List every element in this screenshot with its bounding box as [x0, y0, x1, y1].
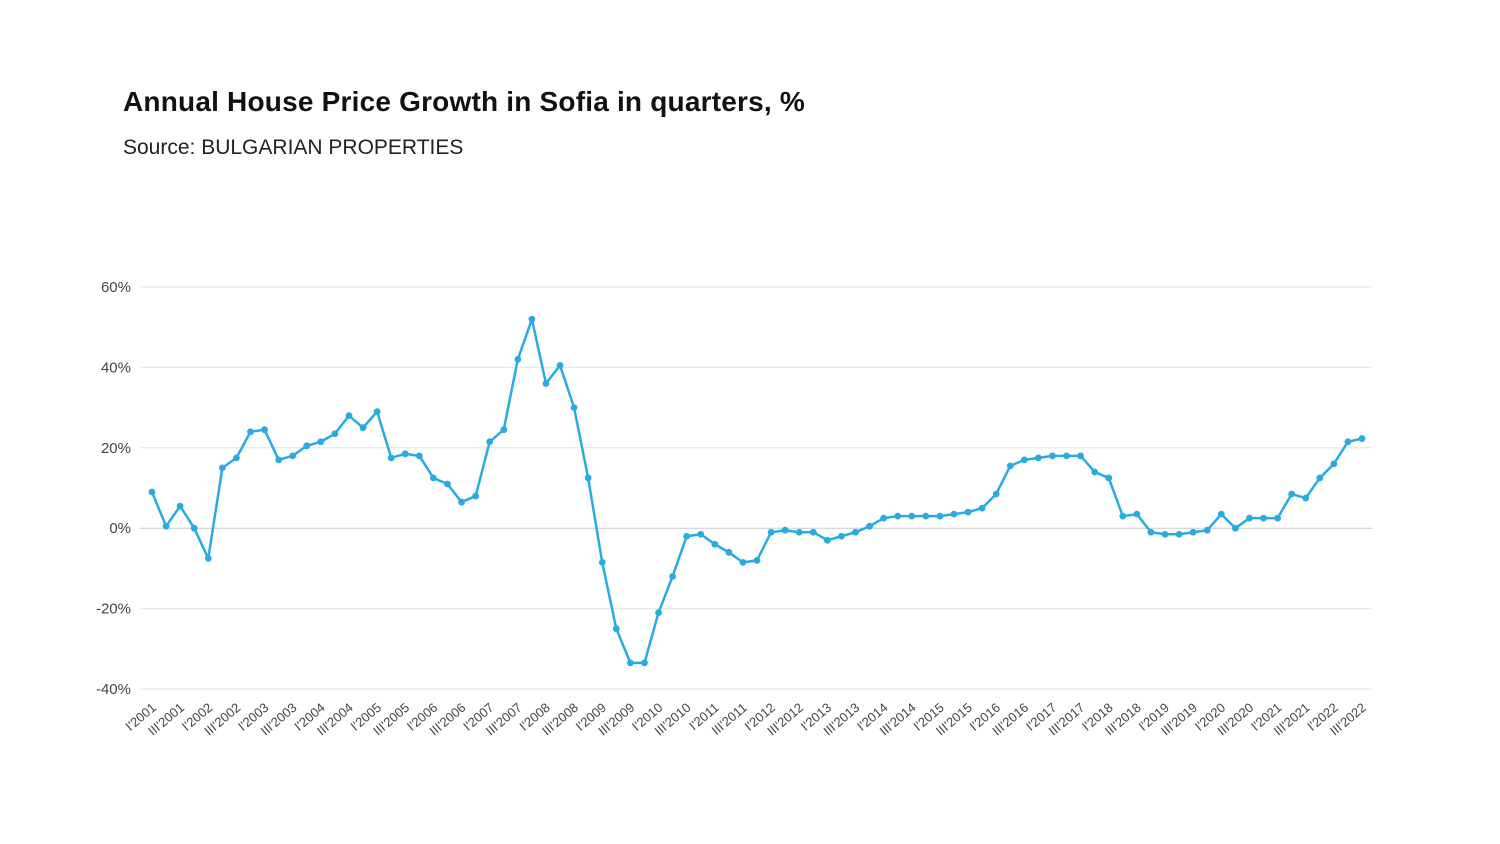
data-point [922, 512, 930, 520]
data-point [1091, 468, 1099, 476]
data-point [1077, 452, 1085, 460]
y-tick-label: 60% [101, 279, 131, 296]
data-point [514, 355, 522, 363]
data-point [978, 504, 986, 512]
y-tick-label: -40% [96, 681, 131, 698]
data-point [345, 412, 353, 420]
data-point [894, 512, 902, 520]
data-point [261, 426, 268, 434]
data-point [148, 488, 156, 496]
data-point [1203, 526, 1211, 534]
data-point [1020, 456, 1028, 464]
y-tick-label: 0% [109, 520, 131, 537]
data-point [1034, 454, 1042, 462]
data-point [908, 512, 916, 520]
y-tick-label: 40% [101, 359, 131, 376]
data-point [401, 450, 409, 458]
data-point [936, 512, 944, 520]
data-point [1189, 528, 1197, 536]
data-point [655, 609, 662, 617]
data-point [781, 526, 789, 534]
data-point [1119, 512, 1127, 520]
data-point [626, 659, 634, 667]
chart-title: Annual House Price Growth in Sofia in qu… [123, 86, 805, 117]
data-point [1316, 474, 1324, 482]
data-point [542, 380, 550, 387]
data-point [1049, 452, 1056, 460]
data-point [444, 480, 451, 488]
data-point [1344, 438, 1352, 446]
data-point [1133, 510, 1141, 518]
data-point [683, 532, 691, 540]
data-point [1175, 530, 1183, 538]
data-point [570, 404, 578, 411]
data-point [1330, 460, 1338, 468]
data-point [303, 442, 311, 450]
data-point [1063, 452, 1070, 460]
data-point [1161, 530, 1169, 538]
data-point [767, 528, 775, 536]
data-point [725, 548, 733, 556]
data-point [387, 454, 395, 462]
data-point [669, 573, 676, 580]
data-point [584, 474, 592, 482]
data-point [176, 502, 184, 510]
data-point [162, 522, 170, 530]
data-point [598, 558, 606, 566]
data-point [739, 558, 747, 566]
data-point [190, 524, 198, 532]
data-point [880, 514, 888, 522]
data-point [1105, 474, 1113, 482]
data-point [204, 554, 212, 562]
data-point [964, 508, 972, 516]
data-point [1288, 490, 1296, 498]
data-point [233, 454, 240, 462]
data-point [697, 530, 705, 538]
data-point [992, 490, 1000, 498]
data-point [1147, 528, 1155, 536]
data-point [289, 452, 297, 460]
data-point [1260, 514, 1267, 522]
series-line [150, 317, 1364, 665]
data-point [359, 424, 367, 432]
data-point [247, 428, 254, 436]
data-point [711, 540, 719, 548]
data-point [1358, 435, 1366, 442]
data-point [641, 659, 648, 667]
data-point [838, 532, 845, 540]
data-point [1302, 494, 1310, 502]
data-point [795, 528, 803, 536]
data-point [218, 464, 226, 472]
data-point [472, 492, 480, 500]
data-point [950, 510, 958, 518]
data-point [528, 315, 536, 323]
data-point [275, 456, 283, 464]
data-point [1006, 462, 1014, 470]
data-point [809, 528, 817, 536]
data-point [486, 438, 494, 446]
data-point [317, 438, 325, 446]
data-point [500, 426, 508, 434]
y-tick-label: -20% [96, 601, 131, 618]
data-point [556, 361, 564, 369]
data-point [1246, 514, 1253, 522]
data-point [1231, 524, 1239, 532]
data-point [1217, 510, 1225, 518]
y-tick-label: 20% [101, 440, 131, 457]
data-point [373, 408, 381, 416]
data-point [866, 522, 873, 530]
data-point [852, 528, 859, 536]
data-point [429, 474, 437, 482]
chart-source: Source: BULGARIAN PROPERTIES [123, 136, 464, 159]
data-point [823, 536, 831, 544]
data-point [612, 625, 620, 633]
data-point [458, 498, 465, 506]
data-point [1274, 514, 1281, 522]
data-point [415, 452, 423, 460]
data-point [753, 556, 761, 564]
data-point [331, 430, 339, 438]
